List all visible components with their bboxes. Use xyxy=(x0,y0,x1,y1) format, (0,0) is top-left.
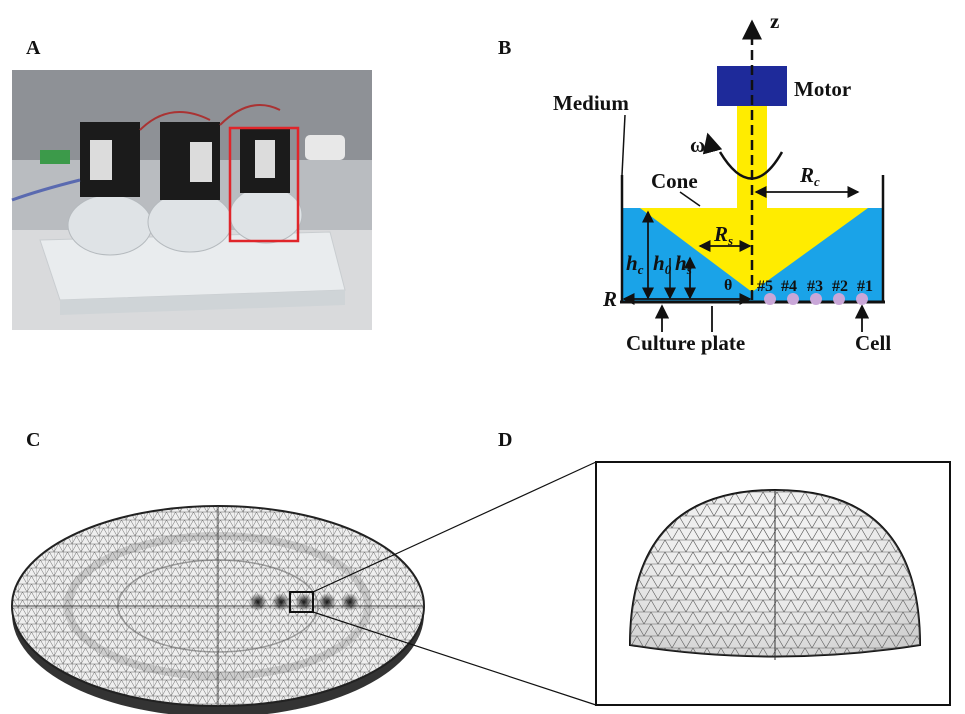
diagram: z Motor Medium ω Cone Rc Rs hc h0 hs θ R… xyxy=(553,9,891,355)
label-rc: Rc xyxy=(799,163,820,189)
label-cell: Cell xyxy=(855,331,891,355)
well-label: #2 xyxy=(832,278,848,295)
label-motor: Motor xyxy=(794,77,851,101)
text-part: h xyxy=(675,251,687,275)
panel-label: A xyxy=(26,37,41,59)
well-label: #1 xyxy=(857,278,873,295)
label-medium: Medium xyxy=(553,91,629,115)
panel-label: C xyxy=(26,429,40,451)
axis-label: z xyxy=(770,9,779,33)
mesh-dome xyxy=(596,462,950,705)
photo xyxy=(12,70,372,330)
text-part: c xyxy=(814,174,820,189)
panel-label: B xyxy=(498,37,511,59)
label-theta: θ xyxy=(724,277,732,294)
well-label: #4 xyxy=(781,278,797,295)
text-part: s xyxy=(727,233,733,248)
label-plate: Culture plate xyxy=(626,331,745,355)
text-part: h xyxy=(653,251,665,275)
label-cone: Cone xyxy=(651,169,698,193)
page: {"panels": {"a": "A", "b": "B", "c": "C"… xyxy=(0,0,965,714)
text-part: R xyxy=(713,222,728,246)
label-radius: R xyxy=(602,287,617,311)
well-label: #5 xyxy=(757,278,773,295)
text-part: c xyxy=(638,262,644,277)
text-part: h xyxy=(626,251,638,275)
panel-label: D xyxy=(498,429,512,451)
text-part: s xyxy=(686,262,692,277)
text-part: 0 xyxy=(665,262,672,277)
text-part: R xyxy=(799,163,814,187)
label-omega: ω xyxy=(690,133,705,157)
well-label: #3 xyxy=(807,278,823,295)
figure: A B C D xyxy=(0,0,965,714)
mesh-plate xyxy=(12,462,596,714)
